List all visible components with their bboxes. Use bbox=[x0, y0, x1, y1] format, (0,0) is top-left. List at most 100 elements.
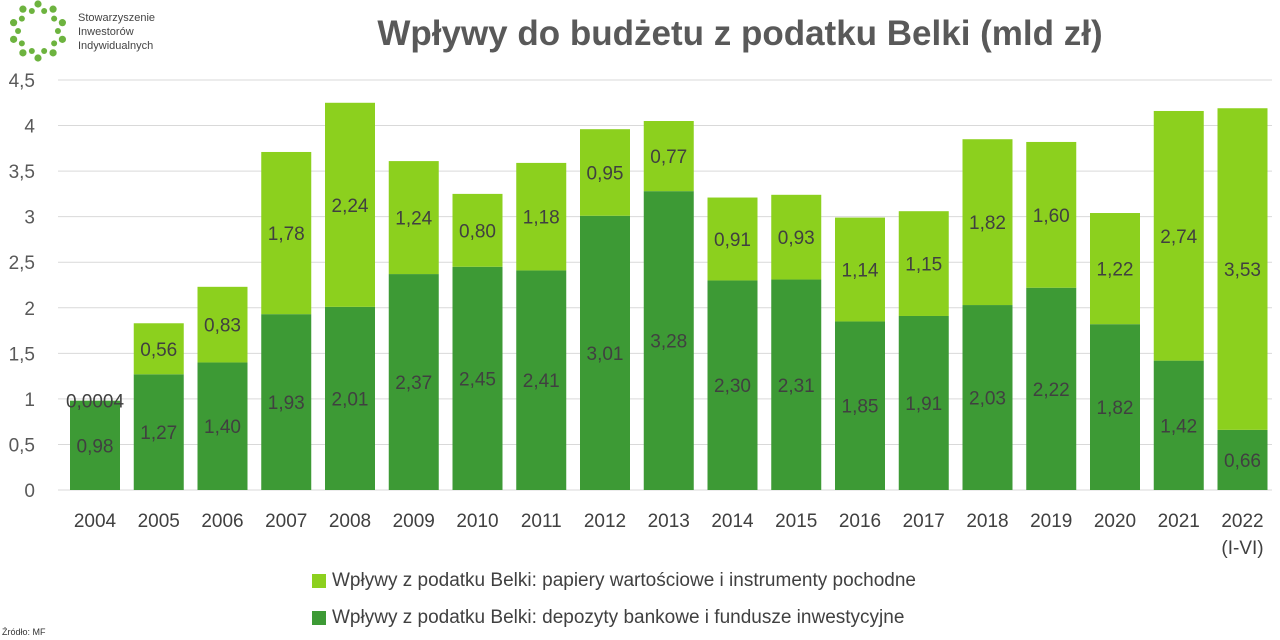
bar-segment bbox=[898, 211, 949, 316]
bar-segment bbox=[835, 321, 885, 490]
logo-dot bbox=[41, 47, 48, 54]
bar-segment bbox=[1217, 429, 1268, 490]
x-tick-label: 2007 bbox=[265, 511, 307, 532]
x-tick-label: 2020 bbox=[1094, 511, 1136, 532]
data-label: 3,01 bbox=[587, 344, 624, 365]
logo-line: Inwestorów bbox=[78, 26, 134, 38]
bar-segment bbox=[580, 129, 630, 216]
bar-segment bbox=[771, 279, 822, 490]
data-label: 0,66 bbox=[1224, 451, 1261, 472]
logo-dot bbox=[49, 5, 57, 13]
logo-dot bbox=[51, 40, 58, 47]
data-label: 2,24 bbox=[332, 196, 369, 217]
y-tick-label: 3,5 bbox=[9, 162, 35, 183]
bar-segment bbox=[707, 197, 758, 281]
x-tick-label: (I-VI) bbox=[1221, 538, 1263, 559]
logo-text: Stowarzyszenie Inwestorów Indywidualnych bbox=[78, 11, 155, 53]
data-label: 0,80 bbox=[459, 221, 496, 242]
data-label: 2,22 bbox=[1033, 380, 1070, 401]
bar-segment bbox=[452, 266, 503, 490]
bar-segment bbox=[133, 323, 184, 375]
data-label: 2,45 bbox=[459, 369, 496, 390]
logo-dot bbox=[10, 35, 18, 43]
data-label: 2,01 bbox=[332, 389, 369, 410]
bar-segment bbox=[898, 315, 949, 490]
x-tick-label: 2010 bbox=[456, 511, 498, 532]
x-tick-label: 2005 bbox=[138, 511, 180, 532]
data-label: 1,42 bbox=[1160, 416, 1197, 437]
data-label: 0,83 bbox=[204, 316, 241, 337]
logo-dot bbox=[28, 47, 35, 54]
logo-dot bbox=[54, 28, 61, 34]
data-label: 1,60 bbox=[1033, 206, 1070, 227]
legend-label: Wpływy z podatku Belki: papiery wartości… bbox=[332, 570, 916, 591]
data-label: 1,22 bbox=[1097, 260, 1134, 281]
x-tick-label: 2018 bbox=[966, 511, 1008, 532]
bar-segment bbox=[388, 274, 439, 490]
bar-segment bbox=[261, 151, 312, 315]
x-tick-label: 2012 bbox=[584, 511, 626, 532]
y-tick-label: 2 bbox=[24, 299, 35, 320]
y-tick-label: 4 bbox=[24, 117, 35, 138]
x-tick-label: 2011 bbox=[521, 511, 562, 532]
source-note: Źródło: MF bbox=[2, 627, 46, 637]
bar-segment bbox=[771, 194, 822, 280]
bar-segment bbox=[197, 286, 248, 363]
chart-title: Wpływy do budżetu z podatku Belki (mld z… bbox=[377, 14, 1103, 53]
data-label: 1,82 bbox=[1097, 398, 1134, 419]
x-tick-label: 2022 bbox=[1221, 511, 1263, 532]
data-label: 3,28 bbox=[650, 332, 687, 353]
data-label: 3,53 bbox=[1224, 260, 1261, 281]
data-label: 1,91 bbox=[905, 394, 942, 415]
logo-dot bbox=[41, 8, 48, 15]
data-label: 0,95 bbox=[587, 163, 624, 184]
data-label: 1,14 bbox=[842, 261, 879, 282]
data-label: 2,74 bbox=[1160, 227, 1197, 248]
bar-segment bbox=[835, 217, 885, 322]
logo-dot bbox=[28, 8, 35, 15]
data-label: 0,98 bbox=[77, 436, 114, 457]
data-label: 2,03 bbox=[969, 389, 1006, 410]
legend-swatch bbox=[312, 611, 326, 625]
logo-dot bbox=[18, 40, 25, 47]
y-tick-label: 3 bbox=[24, 208, 35, 229]
y-tick-label: 0,5 bbox=[9, 435, 35, 456]
x-tick-label: 2009 bbox=[393, 511, 435, 532]
data-label: 2,41 bbox=[523, 371, 560, 392]
bar-segment bbox=[643, 191, 694, 490]
logo-dot bbox=[19, 5, 27, 13]
data-label: 1,78 bbox=[268, 224, 305, 245]
data-label: 0,93 bbox=[778, 228, 815, 249]
data-label: 0,91 bbox=[714, 230, 751, 251]
bar-segment bbox=[197, 362, 248, 490]
bar-segment bbox=[452, 193, 503, 267]
logo-line: Stowarzyszenie bbox=[78, 12, 156, 24]
y-tick-label: 2,5 bbox=[9, 253, 35, 274]
legend-label: Wpływy z podatku Belki: depozyty bankowe… bbox=[332, 607, 905, 628]
data-label: 2,37 bbox=[395, 373, 432, 394]
y-tick-label: 0 bbox=[24, 481, 35, 502]
bar-segment bbox=[516, 270, 567, 490]
data-label: 0,56 bbox=[140, 340, 177, 361]
bar-segment bbox=[1026, 287, 1077, 490]
logo-dot bbox=[18, 15, 25, 22]
x-tick-label: 2008 bbox=[329, 511, 371, 532]
x-tick-label: 2004 bbox=[74, 511, 117, 532]
legend-swatch bbox=[312, 574, 326, 588]
x-tick-label: 2016 bbox=[839, 511, 881, 532]
legend-item-deposits: Wpływy z podatku Belki: depozyty bankowe… bbox=[312, 607, 904, 629]
data-label: 0,0004 bbox=[66, 392, 125, 413]
logo-circle-icon bbox=[10, 0, 66, 62]
y-tick-label: 1,5 bbox=[9, 344, 35, 365]
x-tick-label: 2014 bbox=[711, 511, 754, 532]
x-tick-label: 2006 bbox=[201, 511, 243, 532]
x-tick-label: 2015 bbox=[775, 511, 817, 532]
y-tick-label: 1 bbox=[24, 390, 35, 411]
logo-dot bbox=[34, 54, 42, 62]
legend-item-securities: Wpływy z podatku Belki: papiery wartości… bbox=[312, 570, 916, 592]
data-label: 0,77 bbox=[650, 147, 687, 168]
logo-line: Indywidualnych bbox=[78, 40, 154, 52]
bar-segment bbox=[1090, 324, 1140, 490]
bar-segment bbox=[962, 305, 1013, 490]
